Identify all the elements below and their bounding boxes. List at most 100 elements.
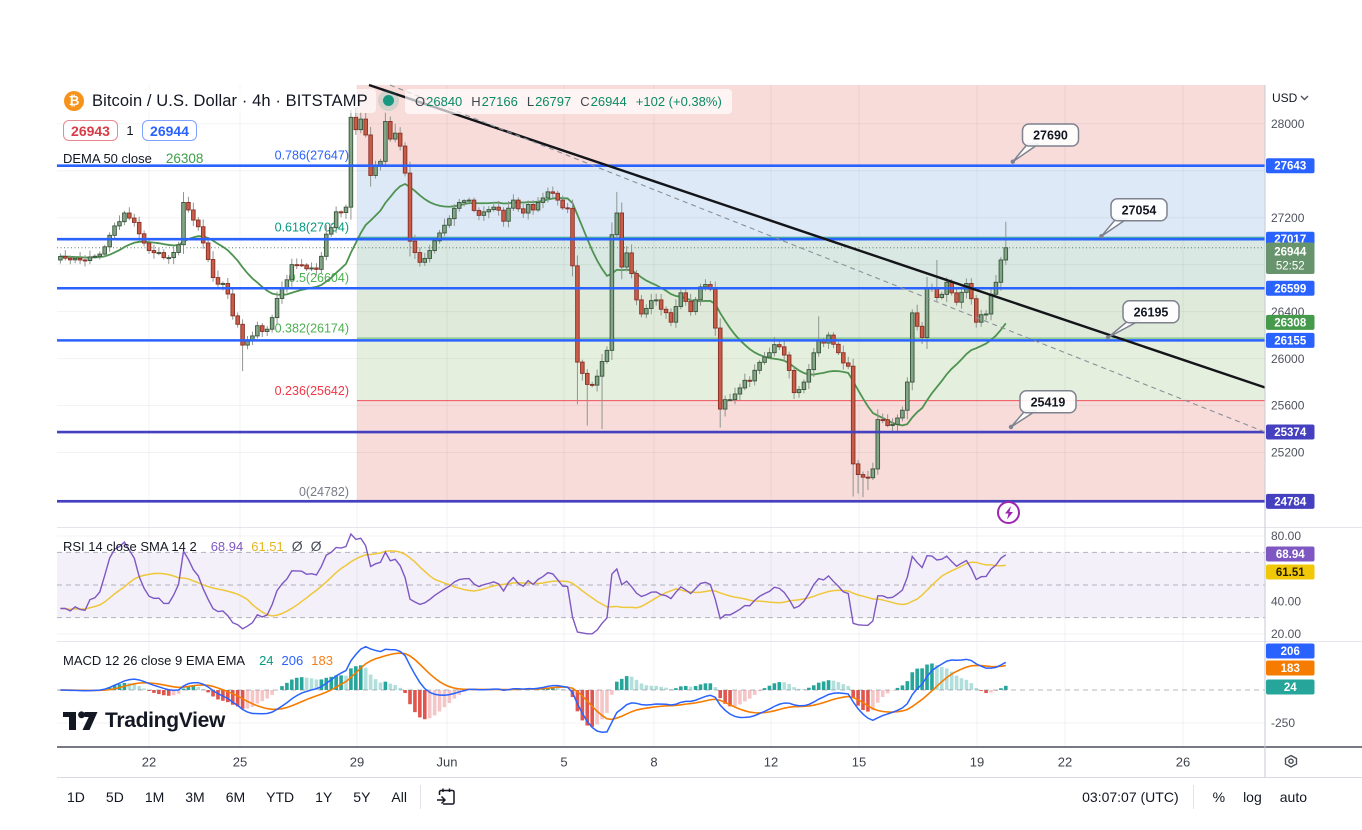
auto-scale-button[interactable]: auto: [1279, 789, 1307, 805]
price-tick-25600: 25600: [1271, 399, 1305, 413]
dema-legend-title: DEMA 50 close: [63, 151, 152, 166]
range-button-3m[interactable]: 3M: [185, 789, 205, 805]
callout-26195[interactable]: 26195: [1105, 300, 1180, 340]
symbol-legend-row[interactable]: ₿ Bitcoin / U.S. Dollar · 4h · BITSTAMP: [60, 89, 376, 113]
rsi-empty-slot-icon[interactable]: Ø: [310, 538, 322, 554]
time-tick-12: 12: [764, 755, 778, 770]
fib-level-label-0.5: 0.5(26604): [289, 271, 349, 285]
svg-text:26195: 26195: [1134, 305, 1169, 319]
clock-utc[interactable]: 03:07:07 (UTC): [1082, 789, 1179, 805]
tradingview-logo[interactable]: TradingView: [63, 709, 225, 733]
range-button-6m[interactable]: 6M: [225, 789, 246, 805]
low-value: 26797: [535, 94, 572, 109]
macd-hist-legend-value: 24: [259, 653, 274, 668]
rsi-legend-value: 68.94: [210, 538, 244, 554]
bitcoin-icon: ₿: [64, 91, 84, 111]
buy-button[interactable]: 26944: [142, 120, 197, 141]
ray-price-label-27643: 27643: [1266, 158, 1315, 174]
time-tick-25: 25: [233, 755, 247, 770]
high-label: H: [471, 94, 481, 109]
lightning-badge-icon[interactable]: [997, 501, 1020, 524]
bottom-toolbar: 1D 5D 1M 3M 6M YTD 1Y 5Y All 03:07:07 (UTC) % lo…: [0, 778, 1362, 816]
time-tick-15: 15: [852, 755, 866, 770]
svg-text:206: 206: [1281, 646, 1300, 658]
fib-band-0: [357, 400, 1265, 502]
macd-tick: -250: [1271, 716, 1295, 730]
macd-legend-row[interactable]: MACD 12 26 close 9 EMA EMA 24 206 183: [63, 653, 333, 668]
chevron-down-icon: [1300, 95, 1309, 101]
dema-legend-value: 26308: [165, 151, 204, 166]
tradingview-logo-icon: [63, 711, 98, 730]
ray-price-label-26599: 26599: [1266, 280, 1315, 296]
macd-signal-legend-value: 183: [311, 653, 333, 668]
market-status-dot-icon[interactable]: [383, 95, 394, 106]
svg-text:24784: 24784: [1274, 496, 1307, 508]
time-tick-8: 8: [650, 755, 657, 770]
rsi-axis-label-68.94: 68.94: [1266, 546, 1315, 562]
svg-text:27643: 27643: [1274, 161, 1306, 173]
svg-text:183: 183: [1281, 663, 1300, 675]
time-tick-Jun: Jun: [437, 755, 458, 770]
ray-price-label-26155: 26155: [1266, 332, 1315, 348]
range-button-5y[interactable]: 5Y: [353, 789, 371, 805]
range-button-1y[interactable]: 1Y: [315, 789, 333, 805]
go-to-date-button[interactable]: [435, 786, 457, 808]
range-button-ytd[interactable]: YTD: [266, 789, 295, 805]
change-value: +102 (+0.38%): [635, 94, 722, 109]
tradingview-logo-text: TradingView: [105, 709, 226, 732]
rsi-legend-row[interactable]: RSI 14 close SMA 14 2 68.94 61.51 Ø Ø: [63, 538, 322, 554]
time-tick-19: 19: [970, 755, 984, 770]
trendline-dashed[interactable]: [389, 84, 1266, 433]
svg-text:61.51: 61.51: [1276, 567, 1305, 579]
svg-text:26944: 26944: [1274, 247, 1307, 259]
time-tick-22: 22: [142, 755, 156, 770]
svg-text:24: 24: [1284, 682, 1297, 694]
symbol-title: Bitcoin / U.S. Dollar · 4h · BITSTAMP: [92, 91, 368, 110]
macd-axis-label-183: 183: [1266, 660, 1315, 676]
fib-band-0.382: [357, 287, 1265, 339]
percent-scale-button[interactable]: %: [1212, 789, 1226, 805]
macd-axis-label-206: 206: [1266, 643, 1315, 659]
currency-selector[interactable]: USD: [1272, 91, 1309, 105]
fib-level-label-0.786: 0.786(27647): [275, 149, 349, 163]
rsi-axis-label-61.51: 61.51: [1266, 564, 1315, 580]
high-value: 27166: [481, 94, 518, 109]
callout-27054[interactable]: 27054: [1099, 198, 1168, 239]
open-label: O: [415, 94, 426, 109]
fib-retracement-zones: [357, 85, 1265, 502]
ohlc-values-row: O 26840 H 27166 L 26797 C 26944 +102 (+0.38%…: [405, 89, 732, 114]
macd-legend-title: MACD 12 26 close 9 EMA EMA: [63, 653, 246, 668]
low-label: L: [526, 94, 535, 109]
dema-legend-row[interactable]: DEMA 50 close 26308: [63, 151, 203, 166]
currency-label: USD: [1272, 91, 1298, 105]
gridlines: [57, 85, 1265, 747]
range-button-5d[interactable]: 5D: [105, 789, 124, 805]
time-tick-22: 22: [1058, 755, 1072, 770]
range-button-all[interactable]: All: [391, 789, 407, 805]
macd-axis-label-24: 24: [1266, 679, 1315, 695]
log-scale-button[interactable]: log: [1243, 789, 1262, 805]
callout-27690[interactable]: 27690: [1010, 123, 1080, 164]
candles: [58, 107, 1009, 498]
svg-text:27054: 27054: [1122, 203, 1157, 217]
toolbar-right: 03:07:07 (UTC) % log auto: [1082, 785, 1312, 809]
rsi-empty-slot-icon[interactable]: Ø: [291, 538, 303, 554]
close-value: 26944: [590, 94, 627, 109]
range-button-1d[interactable]: 1D: [67, 789, 85, 805]
close-label: C: [580, 94, 590, 109]
toolbar-divider: [1192, 785, 1194, 809]
spread-value: 1: [126, 123, 134, 138]
range-button-1m[interactable]: 1M: [144, 789, 165, 805]
range-buttons: 1D 5D 1M 3M 6M YTD 1Y 5Y All: [60, 786, 414, 808]
svg-text:27690: 27690: [1033, 129, 1068, 143]
fib-level-label-0: 0(24782): [299, 485, 349, 499]
callout-25419[interactable]: 25419: [1008, 390, 1077, 430]
rsi-tick-20.00: 20.00: [1271, 627, 1301, 641]
time-tick-5: 5: [560, 755, 567, 770]
svg-text:26308: 26308: [1274, 317, 1307, 329]
sell-button[interactable]: 26943: [63, 120, 118, 141]
scale-settings-icon[interactable]: [1284, 754, 1298, 768]
macd-line-legend-value: 206: [281, 653, 304, 668]
